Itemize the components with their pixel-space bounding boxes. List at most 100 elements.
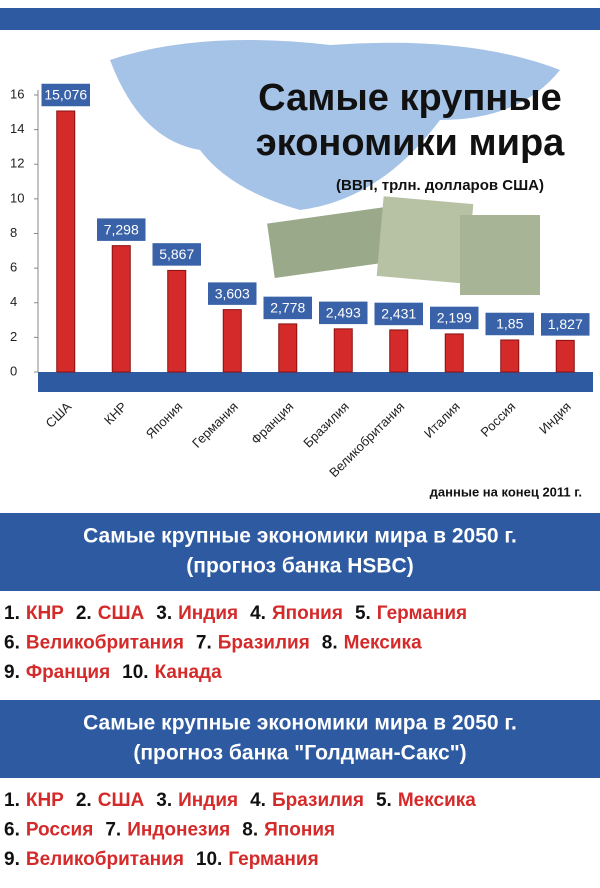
ranking-line: 6. Россия 7. Индонезия 8. Япония <box>4 820 335 841</box>
value-label: 3,603 <box>215 285 250 301</box>
value-label-box <box>262 295 314 321</box>
chart-title: Самые крупные экономики мира <box>256 77 565 164</box>
country: Япония <box>264 820 335 841</box>
chart-note: данные на конец 2011 г. <box>430 484 582 499</box>
country: Индонезия <box>127 820 230 841</box>
bar <box>111 245 131 373</box>
value-label: 2,778 <box>270 300 305 316</box>
y-tick-label: 2 <box>10 329 17 344</box>
top-band <box>0 8 600 30</box>
rank: 3. <box>156 603 172 624</box>
rank: 4. <box>250 603 266 624</box>
country: Германия <box>228 849 318 870</box>
value-label-box <box>539 311 591 338</box>
value-label-box <box>206 280 258 307</box>
x-tick-label: Франция <box>248 399 296 447</box>
value-label: 7,298 <box>104 221 139 237</box>
bar <box>444 333 464 373</box>
ranking-line: 9. Великобритания 10. Германия <box>4 849 319 870</box>
country: США <box>98 603 145 624</box>
value-label-box <box>95 216 147 243</box>
ranking-line: 1. КНР 2. США 3. Индия 4. Бразилия 5. Мексика <box>4 790 476 811</box>
value-label-box <box>40 82 92 108</box>
bar <box>222 309 242 373</box>
y-tick-label: 4 <box>10 294 17 309</box>
country: Россия <box>26 820 93 841</box>
section-title: Самые крупные экономики мира в 2050 г. <box>83 525 517 548</box>
country: КНР <box>26 603 64 624</box>
section-subtitle: (прогноз банка "Голдман-Сакс") <box>133 742 466 765</box>
country: Мексика <box>398 790 476 811</box>
value-label: 2,199 <box>437 310 472 326</box>
bar <box>389 329 409 373</box>
rank: 1. <box>4 790 20 811</box>
chart-floor <box>38 372 593 392</box>
bar <box>500 339 520 373</box>
country: Индия <box>178 790 238 811</box>
rank: 9. <box>4 849 20 870</box>
section-title: Самые крупные экономики мира в 2050 г. <box>83 712 517 735</box>
y-tick-label: 10 <box>10 190 24 205</box>
value-label: 1,85 <box>496 316 523 332</box>
section-box <box>0 513 600 591</box>
bar <box>56 110 76 373</box>
value-label-box <box>373 301 425 327</box>
y-tick-label: 16 <box>10 86 24 101</box>
bar <box>333 328 353 373</box>
rank: 3. <box>156 790 172 811</box>
y-tick-label: 0 <box>10 363 17 378</box>
x-tick-label: Германия <box>189 399 241 451</box>
x-tick-label: Япония <box>143 399 186 442</box>
rank: 5. <box>355 603 371 624</box>
y-tick-label: 6 <box>10 260 17 275</box>
country: Мексика <box>344 633 422 654</box>
x-tick-label: Италия <box>421 399 463 441</box>
rank: 6. <box>4 633 20 654</box>
rank: 7. <box>105 820 121 841</box>
country: Канада <box>155 662 222 683</box>
rank: 4. <box>250 790 266 811</box>
bar <box>167 269 187 373</box>
x-tick-label: Россия <box>478 399 519 440</box>
value-label: 2,431 <box>381 306 416 322</box>
y-tick-label: 8 <box>10 225 17 240</box>
value-label-box <box>151 241 203 268</box>
country: Великобритания <box>26 633 184 654</box>
x-tick-label: Бразилия <box>300 399 352 451</box>
ranking-line: 1. КНР 2. США 3. Индия 4. Япония 5. Германия <box>4 603 467 624</box>
value-label-box <box>428 305 480 331</box>
rank: 10. <box>122 662 148 683</box>
value-label: 2,493 <box>326 305 361 321</box>
country: Бразилия <box>272 790 364 811</box>
country: Япония <box>272 603 343 624</box>
value-label-box <box>317 300 369 326</box>
rank: 7. <box>196 633 212 654</box>
world-map <box>110 40 560 210</box>
rank: 8. <box>242 820 258 841</box>
country: Франция <box>26 662 110 683</box>
chart-subtitle: (ВВП, трлн. долларов США) <box>336 177 544 194</box>
section-subtitle: (прогноз банка HSBC) <box>186 555 413 578</box>
bar <box>278 323 298 373</box>
rank: 1. <box>4 603 20 624</box>
rank: 6. <box>4 820 20 841</box>
value-label: 1,827 <box>548 316 583 332</box>
y-tick-label: 12 <box>10 156 24 171</box>
country: Бразилия <box>218 633 310 654</box>
x-tick-label: Индия <box>536 399 574 437</box>
x-tick-label: КНР <box>101 399 130 428</box>
rank: 9. <box>4 662 20 683</box>
rank: 10. <box>196 849 222 870</box>
rank: 5. <box>376 790 392 811</box>
value-label-box <box>484 311 536 337</box>
country: Индия <box>178 603 238 624</box>
x-tick-label: США <box>42 399 74 431</box>
value-label: 5,867 <box>159 246 194 262</box>
ranking-line: 6. Великобритания 7. Бразилия 8. Мексика <box>4 633 422 654</box>
section-box <box>0 700 600 778</box>
money <box>267 196 540 295</box>
value-label: 15,076 <box>44 87 87 103</box>
rank: 8. <box>322 633 338 654</box>
rank: 2. <box>76 790 92 811</box>
country: Германия <box>377 603 467 624</box>
